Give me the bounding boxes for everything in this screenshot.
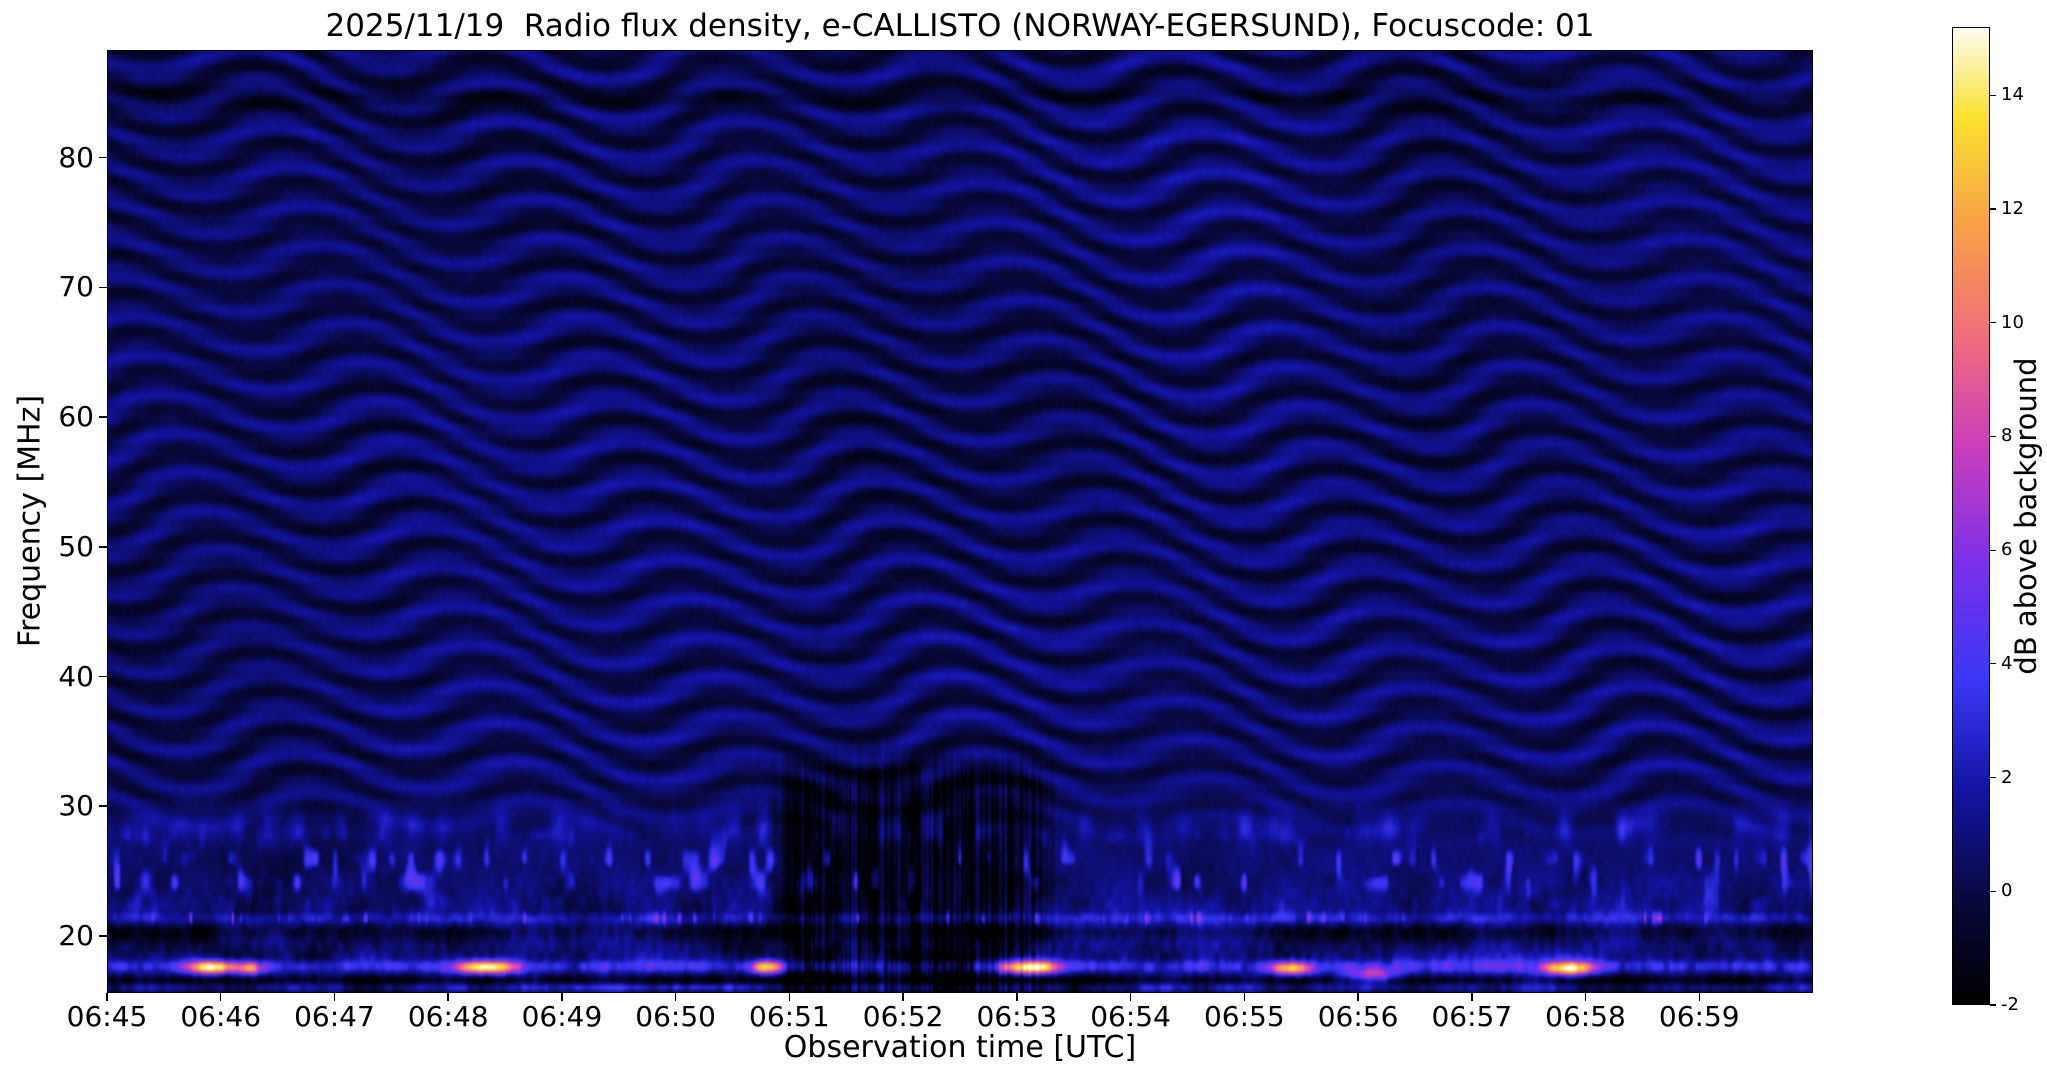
colorbar-tick-label: 4 <box>2001 652 2013 674</box>
x-tick-label: 06:52 <box>862 1000 944 1033</box>
y-tick-label: 40 <box>58 659 94 693</box>
x-tick-label: 06:46 <box>180 1000 262 1033</box>
y-tick-label: 30 <box>58 789 94 823</box>
y-tick-mark <box>99 935 107 937</box>
y-tick-mark <box>99 156 107 159</box>
colorbar-tick-label: 8 <box>2001 425 2013 447</box>
spectrogram-plot-area <box>107 50 1813 993</box>
colorbar-tick-label: 2 <box>2001 766 2013 788</box>
chart-title: 2025/11/19 Radio flux density, e-CALLIST… <box>325 8 1595 44</box>
x-tick-mark <box>1357 993 1359 1001</box>
y-tick-label: 60 <box>58 400 94 434</box>
colorbar-tick-label: 12 <box>2001 197 2024 219</box>
y-tick-mark <box>99 286 107 289</box>
colorbar-tick-mark <box>1990 776 1996 779</box>
x-tick-label: 06:50 <box>635 1000 716 1033</box>
y-tick-label: 50 <box>58 529 94 563</box>
x-tick-mark <box>1471 993 1473 1001</box>
colorbar-tick-label: 14 <box>2001 84 2024 106</box>
colorbar-tick-mark <box>1990 663 1996 665</box>
x-tick-label: 06:55 <box>1203 1000 1285 1033</box>
y-tick-mark <box>99 416 107 418</box>
x-tick-mark <box>1243 993 1246 1001</box>
x-tick-label: 06:54 <box>1090 1000 1171 1033</box>
spectrogram-canvas <box>108 51 1812 992</box>
colorbar-label: dB above background <box>2009 357 2043 675</box>
colorbar-canvas <box>1953 28 1989 1004</box>
x-tick-mark <box>561 993 563 1001</box>
colorbar-tick-mark <box>1990 435 1996 437</box>
colorbar-tick-label: 6 <box>2001 539 2013 561</box>
x-tick-label: 06:48 <box>407 1000 489 1033</box>
x-tick-label: 06:58 <box>1545 1000 1626 1033</box>
x-tick-mark <box>902 993 904 1001</box>
x-tick-mark <box>788 993 791 1001</box>
y-tick-label: 70 <box>58 270 94 304</box>
y-tick-mark <box>99 675 107 678</box>
colorbar-tick-mark <box>1990 549 1996 551</box>
colorbar-tick-label: -2 <box>2001 994 2019 1015</box>
x-tick-label: 06:45 <box>66 1000 148 1033</box>
x-tick-mark <box>1698 993 1701 1001</box>
x-axis-label: Observation time [UTC] <box>783 1030 1137 1065</box>
x-tick-label: 06:57 <box>1431 1000 1513 1033</box>
colorbar-tick-mark <box>1990 890 1996 892</box>
x-tick-label: 06:53 <box>976 1000 1058 1033</box>
x-tick-mark <box>106 993 108 1001</box>
x-tick-label: 06:56 <box>1317 1000 1399 1033</box>
colorbar-tick-mark <box>1990 322 1996 324</box>
x-tick-label: 06:49 <box>521 1000 603 1033</box>
x-tick-mark <box>333 993 336 1001</box>
x-tick-mark <box>1129 993 1132 1001</box>
y-tick-label: 20 <box>58 918 94 952</box>
colorbar-tick-label: 0 <box>2001 880 2013 902</box>
x-tick-mark <box>1016 993 1018 1001</box>
x-tick-label: 06:51 <box>749 1000 830 1033</box>
y-tick-mark <box>99 546 107 548</box>
colorbar-tick-mark <box>1990 1004 1996 1006</box>
x-tick-label: 06:47 <box>294 1000 375 1033</box>
x-tick-mark <box>1584 993 1587 1001</box>
colorbar <box>1952 27 1990 1005</box>
colorbar-tick-mark <box>1990 208 1996 210</box>
y-tick-mark <box>99 805 107 807</box>
x-tick-mark <box>219 993 222 1001</box>
x-tick-label: 06:59 <box>1658 1000 1740 1033</box>
x-tick-mark <box>447 993 449 1001</box>
colorbar-tick-label: 10 <box>2001 311 2024 333</box>
x-tick-mark <box>674 993 677 1001</box>
colorbar-tick-mark <box>1990 94 1996 96</box>
y-tick-label: 80 <box>58 140 94 174</box>
